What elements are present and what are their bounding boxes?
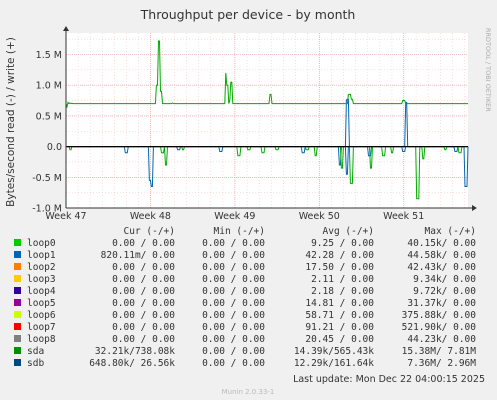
last-update: Last update: Mon Dec 22 04:00:15 2025 — [293, 374, 485, 385]
legend-avg-loop6: 58.71 / 0.00 — [305, 310, 374, 321]
legend-max-loop3: 9.34k/ 0.00 — [413, 274, 476, 285]
legend-name-loop8: loop8 — [27, 334, 56, 345]
legend-swatch-loop8 — [14, 335, 21, 342]
legend-cur-loop4: 0.00 / 0.00 — [112, 286, 175, 297]
legend-header: Min (-/+) — [214, 226, 265, 237]
legend-name-loop6: loop6 — [27, 310, 56, 321]
plot-background — [66, 33, 468, 208]
legend: Cur (-/+) Min (-/+) Avg (-/+) Max (-/+) loop… — [14, 226, 476, 369]
legend-swatch-loop6 — [14, 311, 21, 318]
legend-swatch-loop4 — [14, 287, 21, 294]
x-tick-label: Week 49 — [214, 211, 255, 222]
legend-max-loop8: 44.23k/ 0.00 — [407, 334, 476, 345]
legend-min-loop4: 0.00 / 0.00 — [202, 286, 265, 297]
y-tick-label: -0.5 M — [32, 173, 62, 184]
legend-cur-loop7: 0.00 / 0.00 — [112, 322, 175, 333]
legend-swatch-loop1 — [14, 251, 21, 258]
legend-max-sdb: 7.36M/ 2.96M — [407, 358, 476, 369]
legend-avg-loop4: 2.18 / 0.00 — [311, 286, 374, 297]
legend-cur-loop6: 0.00 / 0.00 — [112, 310, 175, 321]
legend-cur-loop5: 0.00 / 0.00 — [112, 298, 175, 309]
legend-name-loop0: loop0 — [27, 238, 56, 249]
legend-avg-sdb: 12.29k/161.64k — [294, 358, 374, 369]
legend-name-loop4: loop4 — [27, 286, 56, 297]
legend-max-sda: 15.38M/ 7.81M — [402, 346, 477, 357]
legend-min-loop6: 0.00 / 0.00 — [202, 310, 265, 321]
legend-min-loop2: 0.00 / 0.00 — [202, 262, 265, 273]
legend-min-sdb: 0.00 / 0.00 — [202, 358, 265, 369]
legend-max-loop0: 40.15k/ 0.00 — [407, 238, 476, 249]
legend-name-loop3: loop3 — [27, 274, 56, 285]
x-tick-label: Week 51 — [383, 211, 424, 222]
legend-avg-loop0: 9.25 / 0.00 — [311, 238, 374, 249]
legend-avg-loop1: 42.28 / 0.00 — [305, 250, 374, 261]
legend-name-sdb: sdb — [27, 358, 44, 369]
legend-avg-sda: 14.39k/565.43k — [294, 346, 374, 357]
legend-avg-loop7: 91.21 / 0.00 — [305, 322, 374, 333]
legend-min-loop7: 0.00 / 0.00 — [202, 322, 265, 333]
y-tick-label: 1.0 M — [36, 81, 62, 92]
legend-swatch-loop2 — [14, 263, 21, 270]
legend-swatch-loop5 — [14, 299, 21, 306]
y-tick-label: 1.5 M — [36, 50, 62, 61]
legend-name-loop1: loop1 — [27, 250, 56, 261]
legend-cur-loop3: 0.00 / 0.00 — [112, 274, 175, 285]
legend-max-loop6: 375.88k/ 0.00 — [402, 310, 477, 321]
legend-max-loop4: 9.72k/ 0.00 — [413, 286, 476, 297]
x-tick-label: Week 47 — [45, 211, 86, 222]
y-tick-label: 0.5 M — [36, 111, 62, 122]
legend-cur-sdb: 648.80k/ 26.56k — [89, 358, 175, 369]
legend-avg-loop2: 17.50 / 0.00 — [305, 262, 374, 273]
legend-swatch-loop7 — [14, 323, 21, 330]
legend-name-loop5: loop5 — [27, 298, 56, 309]
legend-cur-sda: 32.21k/738.08k — [95, 346, 175, 357]
munin-footer: Munin 2.0.33-1 — [222, 388, 275, 396]
legend-cur-loop0: 0.00 / 0.00 — [112, 238, 175, 249]
legend-avg-loop8: 20.45 / 0.00 — [305, 334, 374, 345]
legend-name-loop2: loop2 — [27, 262, 56, 273]
legend-avg-loop5: 14.81 / 0.00 — [305, 298, 374, 309]
legend-max-loop5: 31.37k/ 0.00 — [407, 298, 476, 309]
legend-swatch-sda — [14, 347, 21, 354]
legend-header: Cur (-/+) — [124, 226, 175, 237]
legend-name-loop7: loop7 — [27, 322, 56, 333]
legend-min-loop1: 0.00 / 0.00 — [202, 250, 265, 261]
y-tick-label: 0.0 — [47, 142, 62, 153]
legend-swatch-loop3 — [14, 275, 21, 282]
legend-min-loop5: 0.00 / 0.00 — [202, 298, 265, 309]
legend-max-loop2: 42.43k/ 0.00 — [407, 262, 476, 273]
y-axis-arrow — [63, 26, 69, 31]
y-tick-label: -1.0 M — [32, 204, 62, 215]
legend-name-sda: sda — [27, 346, 44, 357]
legend-max-loop7: 521.90k/ 0.00 — [402, 322, 477, 333]
x-tick-label: Week 50 — [299, 211, 340, 222]
series-line-sda-write — [65, 40, 468, 109]
side-label: RRDTOOL / TOBI OETIKER — [484, 28, 492, 112]
legend-min-sda: 0.00 / 0.00 — [202, 346, 265, 357]
chart-title: Throughput per device - by month — [140, 7, 356, 22]
legend-min-loop0: 0.00 / 0.00 — [202, 238, 265, 249]
x-tick-label: Week 48 — [130, 211, 171, 222]
legend-swatch-loop0 — [14, 239, 21, 246]
legend-swatch-sdb — [14, 359, 21, 366]
y-axis-label: Bytes/second read (-) / write (+) — [5, 37, 17, 207]
legend-min-loop8: 0.00 / 0.00 — [202, 334, 265, 345]
legend-max-loop1: 44.58k/ 0.00 — [407, 250, 476, 261]
legend-cur-loop8: 0.00 / 0.00 — [112, 334, 175, 345]
legend-header: Max (-/+) — [425, 226, 476, 237]
legend-header: Avg (-/+) — [323, 226, 374, 237]
x-axis-arrow — [472, 205, 477, 211]
legend-cur-loop1: 820.11m/ 0.00 — [101, 250, 176, 261]
legend-min-loop3: 0.00 / 0.00 — [202, 274, 265, 285]
legend-cur-loop2: 0.00 / 0.00 — [112, 262, 175, 273]
legend-avg-loop3: 2.11 / 0.00 — [311, 274, 374, 285]
